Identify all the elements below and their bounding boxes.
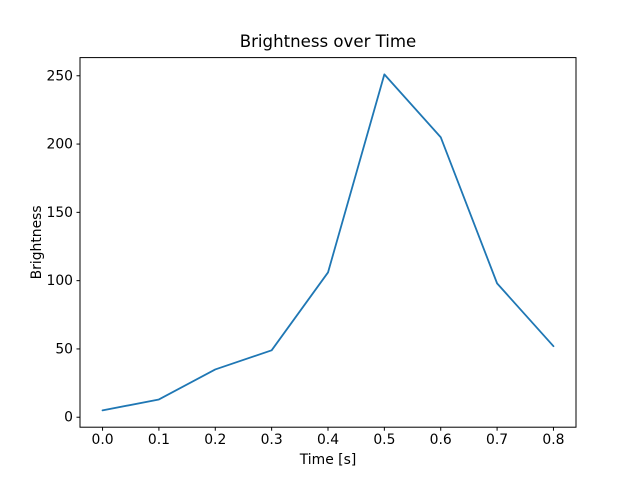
x-axis-label: Time [s] xyxy=(299,452,357,468)
x-tick-label: 0.6 xyxy=(430,432,452,448)
x-tick-label: 0.2 xyxy=(204,432,226,448)
x-tick-label: 0.7 xyxy=(486,432,508,448)
data-line-layer xyxy=(101,73,555,412)
y-tick-label: 50 xyxy=(55,341,73,357)
axes-frame xyxy=(79,57,577,428)
y-tick-label: 0 xyxy=(64,410,73,426)
x-tick-label: 0.5 xyxy=(373,432,395,448)
x-tick-label: 0.1 xyxy=(148,432,170,448)
y-tick-label: 100 xyxy=(46,273,73,289)
y-tick-label: 200 xyxy=(46,137,73,153)
x-tick-label: 0.4 xyxy=(317,432,339,448)
chart-title: Brightness over Time xyxy=(240,32,417,51)
x-tick-label: 0.0 xyxy=(91,432,113,448)
brightness-line xyxy=(101,73,555,412)
ticks-layer: 0.0 0.1 0.2 0.3 0.4 0.5 0.6 0.7 0.8 0 50 100 150 200 2… xyxy=(46,68,564,448)
y-tick-label: 150 xyxy=(46,205,73,221)
y-tick-label: 250 xyxy=(46,68,73,84)
y-axis-label: Brightness xyxy=(29,205,45,279)
x-tick-label: 0.3 xyxy=(261,432,283,448)
x-tick-label: 0.8 xyxy=(542,432,564,448)
